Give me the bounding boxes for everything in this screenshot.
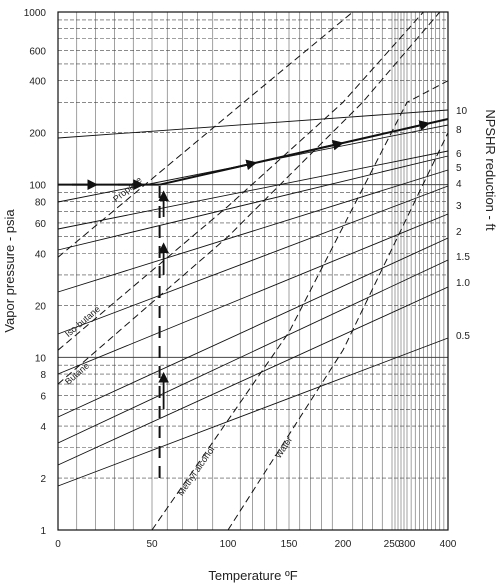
npshr-tick-label: 10: [456, 106, 468, 117]
x-tick-label: 200: [335, 539, 352, 550]
x-tick-label: 50: [146, 539, 158, 550]
npshr-line: [57, 337, 449, 487]
y-tick-label: 400: [29, 77, 46, 88]
series-line: [57, 11, 424, 351]
y-tick-label: 1: [40, 526, 46, 537]
npshr-line: [57, 185, 449, 335]
x-tick-label: 150: [281, 539, 298, 550]
npshr-tick-label: 3: [456, 201, 462, 212]
y-tick-label: 6: [40, 392, 46, 403]
y-tick-label: 2: [40, 474, 46, 485]
series-line: [57, 11, 441, 385]
series-line: [227, 132, 449, 531]
x-tick-label: 400: [440, 539, 457, 550]
x-tick-label: 300: [399, 539, 416, 550]
npshr-tick-label: 4: [456, 179, 462, 190]
npshr-tick-label: 5: [456, 163, 462, 174]
npshr-lines: [57, 109, 449, 487]
x-tick-label: 250: [384, 539, 401, 550]
npshr-line: [57, 237, 449, 418]
x-tick-label: 0: [55, 539, 61, 550]
npshr-tick-label: 8: [456, 125, 462, 136]
path-arrow: [404, 120, 431, 131]
x-axis-title: Temperature ºF: [208, 568, 297, 583]
npshr-tick-label: 0.5: [456, 331, 470, 342]
path-arrow: [318, 139, 344, 151]
grid: [58, 12, 448, 530]
y-axis-title: Vapor pressure - psia: [2, 209, 17, 333]
y-tick-label: 80: [35, 197, 47, 208]
y2-axis-title: NPSHR reduction - ft: [483, 109, 498, 231]
npshr-tick-label: 6: [456, 149, 462, 160]
y-tick-label: 8: [40, 370, 46, 381]
npshr-line: [57, 109, 449, 139]
npshr-line: [57, 286, 449, 466]
example-path-segment: [159, 118, 449, 186]
npshr-line: [57, 259, 449, 444]
npshr-line: [57, 155, 449, 251]
x-tick-label: 100: [220, 539, 237, 550]
y-tick-label: 200: [29, 129, 46, 140]
tick-labels: 1 2 4 6 8 10 20 40 60 80 100 200 400 600 1000 0 50 100 150…: [24, 8, 471, 550]
series-label: Methyl alcohol: [176, 445, 217, 498]
y-tick-label: 40: [35, 249, 47, 260]
y-tick-label: 4: [40, 422, 46, 433]
example-path: [58, 118, 449, 479]
y-tick-label: 10: [35, 353, 47, 364]
y-tick-label: 1000: [24, 8, 47, 19]
npshr-line: [57, 150, 449, 230]
series-line: [151, 80, 449, 531]
y-tick-label: 100: [29, 181, 46, 192]
npshr-line: [57, 169, 449, 293]
series-line: [57, 11, 354, 258]
series-label: Iso-butane: [63, 304, 102, 339]
npshr-tick-label: 2: [456, 227, 462, 238]
y-tick-label: 600: [29, 46, 46, 57]
y-tick-label: 20: [35, 301, 47, 312]
npshr-tick-label: 1.5: [456, 252, 470, 263]
npshr-line: [57, 213, 449, 375]
y-tick-label: 60: [35, 219, 47, 230]
npshr-tick-label: 1.0: [456, 278, 470, 289]
path-arrow: [231, 159, 258, 171]
plot-frame: [57, 11, 449, 531]
